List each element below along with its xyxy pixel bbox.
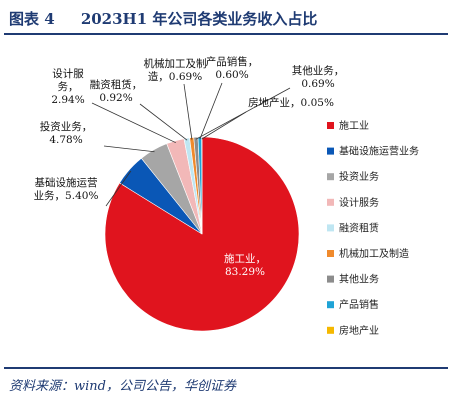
slice-label-3: 投资业务， 4.78% <box>40 120 93 146</box>
slice-label-6: 机械加工及制造，0.69% <box>144 57 207 83</box>
slice-label-1: 施工业， 83.29% <box>224 252 266 278</box>
slice-label-8: 产品销售， 0.60% <box>206 55 259 81</box>
legend-label-5: 融资租赁 <box>339 221 379 234</box>
legend-swatch-2 <box>327 147 334 155</box>
legend-swatch-5 <box>327 224 334 232</box>
slice-label-5: 融资租赁， 0.92% <box>90 78 143 104</box>
legend-label-4: 设计服务 <box>339 196 379 209</box>
legend-swatch-6 <box>327 250 334 257</box>
slice-label-4: 设计服务， 2.94% <box>51 67 84 106</box>
chart-title: 2023H1 年公司各类业务收入占比 <box>80 10 318 28</box>
legend-label-3: 投资业务 <box>339 170 379 183</box>
legend-label-9: 房地产业 <box>339 324 379 337</box>
figure-label: 图表 4 <box>9 10 55 28</box>
legend-label-6: 机械加工及制造 <box>339 247 409 260</box>
legend-swatch-8 <box>327 301 334 309</box>
source-note: 资料来源：wind，公司公告，华创证券 <box>9 379 236 394</box>
title-bar: 图表 4 2023H1 年公司各类业务收入占比 <box>0 0 452 34</box>
leader-line-9 <box>201 111 247 140</box>
source-rule <box>4 367 448 369</box>
legend-swatch-9 <box>327 326 334 334</box>
leader-line-4 <box>91 102 176 144</box>
legend-swatch-3 <box>327 173 334 181</box>
leader-line-6 <box>183 83 193 140</box>
legend-label-7: 其他业务 <box>339 273 379 286</box>
leader-line-3 <box>103 145 155 153</box>
leader-line-2 <box>105 170 132 207</box>
legend-swatch-1 <box>327 122 334 129</box>
legend-label-2: 基础设施运营业务 <box>339 145 419 158</box>
slice-label-9: 房地产业，0.05% <box>248 96 334 109</box>
legend-label-1: 施工业 <box>339 119 369 132</box>
slice-label-7: 其他业务， 0.69% <box>292 64 345 90</box>
legend-swatch-7 <box>327 275 334 283</box>
leader-line-8 <box>199 82 223 140</box>
slice-label-2: 基础设施运营业务，5.40% <box>34 176 99 202</box>
legend-label-8: 产品销售 <box>339 298 379 311</box>
title-rule <box>4 33 448 35</box>
legend-swatch-4 <box>327 198 334 206</box>
figure-title: 图表 4 2023H1 年公司各类业务收入占比 <box>9 8 317 29</box>
leader-line-5 <box>139 103 188 141</box>
